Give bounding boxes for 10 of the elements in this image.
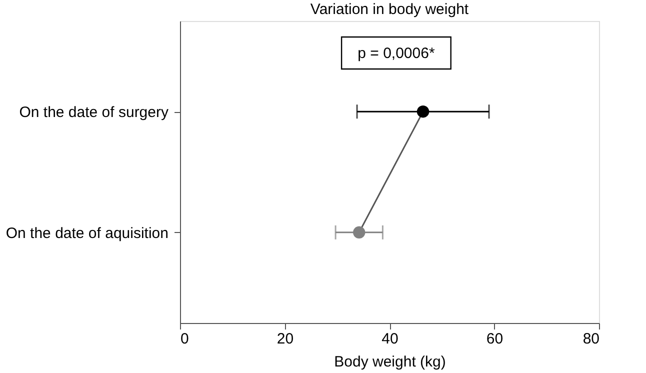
- y-tick-label: On the date of surgery: [19, 104, 169, 122]
- x-tick-label: 80: [582, 330, 600, 348]
- x-tick-label: 20: [276, 330, 294, 348]
- x-tick-label: 40: [382, 330, 398, 348]
- x-tick-label: 0: [180, 330, 189, 348]
- annotation: p = 0,0006*: [358, 45, 435, 62]
- x-tick-label: 60: [486, 330, 504, 348]
- x-axis-title: Body weight (kg): [334, 354, 446, 370]
- chart-title: Variation in body weight: [310, 1, 470, 18]
- y-tick-label: On the date of aquisition: [6, 224, 168, 242]
